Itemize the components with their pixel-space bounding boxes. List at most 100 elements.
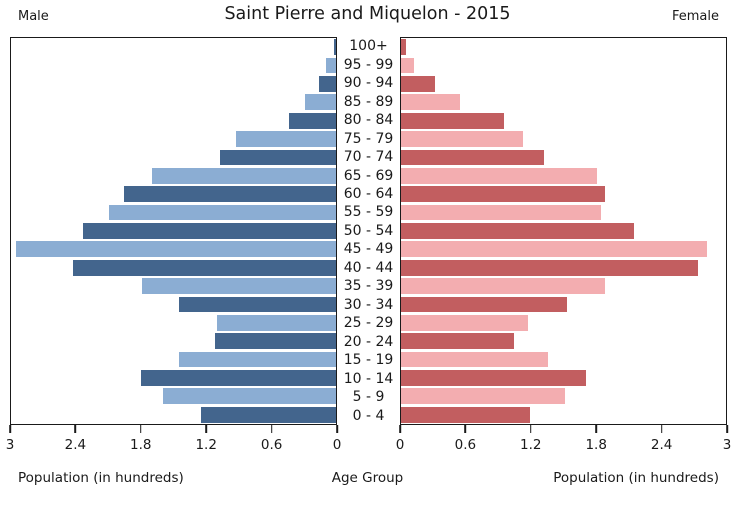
female-row xyxy=(401,148,726,166)
male-row xyxy=(11,369,336,387)
male-bar xyxy=(289,112,336,129)
female-bar xyxy=(401,278,605,294)
age-group-label: 60 - 64 xyxy=(343,185,394,202)
male-x-axis: 3 2.4 1.8 1.2 0.6 0 xyxy=(6,425,341,475)
male-row xyxy=(11,240,336,258)
axis-tick-label: 2.4 xyxy=(64,437,87,453)
axis-tick xyxy=(205,425,207,433)
female-bar xyxy=(401,57,414,74)
age-group-label: 90 - 94 xyxy=(343,75,394,92)
axis-tick xyxy=(660,425,663,433)
axis-tick-label: 2.4 xyxy=(650,437,673,453)
axis-tick-label: 1.2 xyxy=(195,437,217,453)
male-bar xyxy=(326,57,336,74)
male-series-label: Male xyxy=(18,9,49,24)
age-group-label: 45 - 49 xyxy=(343,241,394,258)
age-group-label: 0 - 4 xyxy=(352,407,385,424)
axis-tick-label: 0.6 xyxy=(260,437,283,453)
male-row xyxy=(11,75,336,93)
axis-tick xyxy=(595,425,597,433)
axis-tick xyxy=(9,425,11,433)
female-bar xyxy=(401,241,707,258)
male-bar xyxy=(216,314,336,331)
female-row xyxy=(401,259,726,277)
male-row xyxy=(11,332,336,350)
chart-title: Saint Pierre and Miquelon - 2015 xyxy=(224,4,511,24)
male-bar xyxy=(108,204,336,221)
male-bar xyxy=(178,351,336,368)
female-row xyxy=(401,38,726,56)
age-group-label: 80 - 84 xyxy=(343,112,394,129)
female-row xyxy=(401,185,726,203)
male-row xyxy=(11,203,336,221)
female-bar xyxy=(401,39,407,56)
axis-tick xyxy=(270,425,273,433)
axis-tick-label: 3 xyxy=(722,437,732,453)
male-bar xyxy=(304,94,336,111)
age-group-label: 55 - 59 xyxy=(343,204,394,221)
female-bar xyxy=(401,149,544,166)
age-group-label: 100+ xyxy=(349,38,388,55)
female-bar xyxy=(401,204,602,221)
male-bar xyxy=(82,223,336,239)
male-bar xyxy=(318,76,336,92)
male-bar xyxy=(236,131,336,147)
age-group-label: 40 - 44 xyxy=(343,259,394,276)
male-row xyxy=(11,295,336,313)
axis-tick xyxy=(726,425,728,433)
male-row xyxy=(11,387,336,405)
male-bar xyxy=(16,241,336,258)
female-bar xyxy=(401,333,514,350)
axis-tick xyxy=(74,425,77,433)
female-row xyxy=(401,93,726,111)
female-row xyxy=(401,277,726,295)
age-group-label: 85 - 89 xyxy=(343,93,394,110)
male-bar xyxy=(162,388,336,405)
female-row xyxy=(401,314,726,332)
male-bar xyxy=(333,39,336,56)
female-panel xyxy=(400,37,727,425)
age-group-label: 15 - 19 xyxy=(343,352,394,369)
female-row xyxy=(401,387,726,405)
female-series-label: Female xyxy=(671,9,719,24)
female-bar xyxy=(401,351,549,368)
female-bar xyxy=(401,223,634,239)
age-group-label: 75 - 79 xyxy=(343,130,394,147)
female-bar xyxy=(401,76,435,92)
female-row xyxy=(401,222,726,240)
age-group-label: 70 - 74 xyxy=(343,149,394,166)
age-group-label: 65 - 69 xyxy=(343,167,394,184)
male-row xyxy=(11,148,336,166)
male-row xyxy=(11,314,336,332)
male-row xyxy=(11,167,336,185)
female-axis-title: Population (in hundreds) xyxy=(553,470,719,486)
axis-tick-label: 3 xyxy=(5,437,15,453)
male-bar xyxy=(151,167,336,184)
male-row xyxy=(11,130,336,148)
age-group-label: 50 - 54 xyxy=(343,222,394,239)
center-axis-title: Age Group xyxy=(331,470,404,486)
female-bar xyxy=(401,186,605,203)
female-row xyxy=(401,56,726,74)
axis-tick-label: 0 xyxy=(395,437,405,453)
male-bar xyxy=(72,259,336,276)
axis-tick xyxy=(530,425,532,433)
male-bar xyxy=(178,296,336,313)
axis-tick xyxy=(336,425,338,433)
axis-tick xyxy=(464,425,467,433)
male-bar xyxy=(141,370,336,386)
male-row xyxy=(11,185,336,203)
axis-tick-label: 0 xyxy=(332,437,342,453)
male-bar xyxy=(142,278,336,294)
age-group-label: 10 - 14 xyxy=(343,370,394,387)
male-axis-title: Population (in hundreds) xyxy=(18,470,184,486)
male-row xyxy=(11,259,336,277)
female-bar xyxy=(401,388,565,405)
male-row xyxy=(11,38,336,56)
female-row xyxy=(401,75,726,93)
female-x-axis: 0 0.6 1.2 1.8 2.4 3 xyxy=(396,425,731,475)
female-bar xyxy=(401,370,587,386)
axis-tick-label: 0.6 xyxy=(454,437,477,453)
male-bar xyxy=(200,406,336,423)
male-row xyxy=(11,222,336,240)
